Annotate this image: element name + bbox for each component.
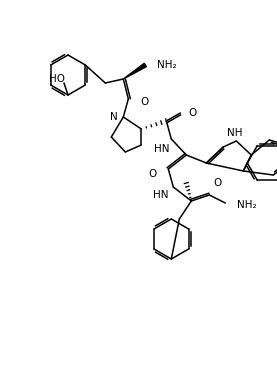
- Text: HN: HN: [154, 144, 169, 154]
- Text: NH: NH: [227, 128, 242, 138]
- Text: O: O: [188, 108, 197, 118]
- Text: N: N: [110, 112, 117, 122]
- Polygon shape: [123, 63, 146, 79]
- Text: HN: HN: [153, 190, 168, 200]
- Text: NH₂: NH₂: [157, 60, 177, 70]
- Text: NH₂: NH₂: [237, 200, 257, 210]
- Text: O: O: [213, 178, 222, 188]
- Text: O: O: [140, 97, 148, 107]
- Text: O: O: [148, 169, 156, 179]
- Text: HO: HO: [49, 74, 65, 84]
